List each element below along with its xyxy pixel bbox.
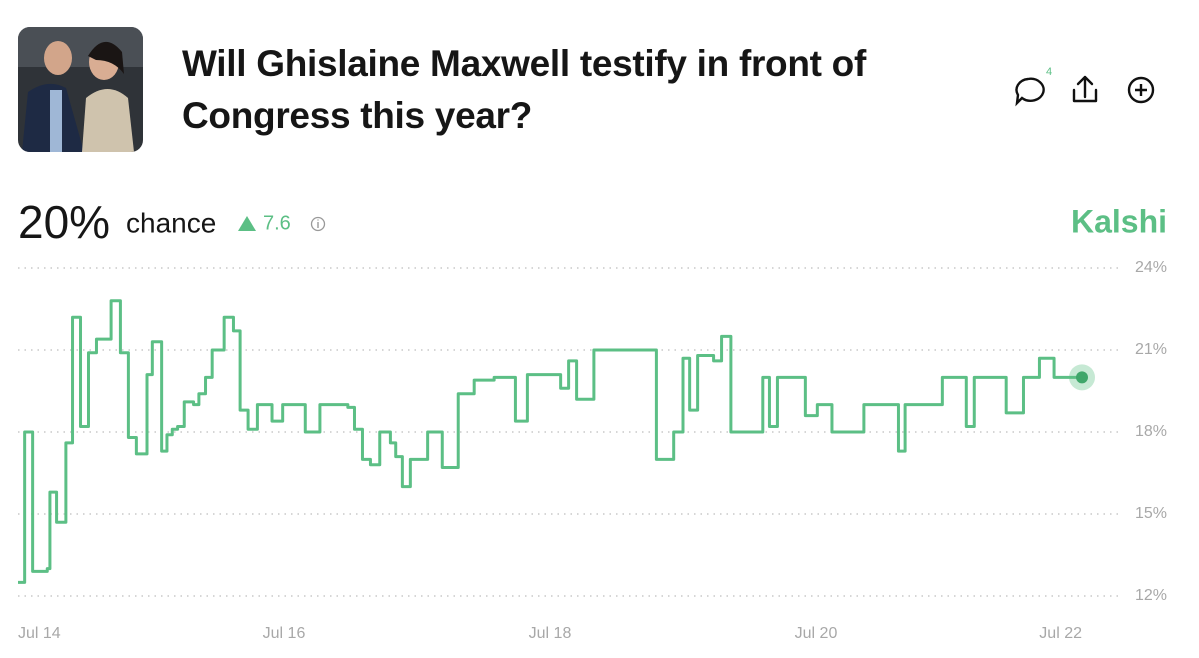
x-tick-label: Jul 18 (529, 625, 572, 642)
add-button[interactable] (1127, 76, 1155, 104)
x-tick-label: Jul 20 (795, 625, 838, 642)
comment-button[interactable] (1015, 77, 1045, 107)
up-arrow (238, 216, 256, 231)
x-tick-label: Jul 16 (263, 625, 306, 642)
market-title: Will Ghislaine Maxwell testify in front … (182, 43, 866, 136)
info-icon[interactable] (310, 216, 326, 232)
share-button[interactable] (1072, 75, 1098, 103)
probability: 20% (18, 196, 110, 248)
probability-label: chance (126, 207, 216, 238)
y-tick-label: 12% (1135, 587, 1167, 604)
market-photo (18, 27, 143, 152)
y-tick-label: 24% (1135, 259, 1167, 276)
comment-count: 4 (1046, 66, 1052, 78)
change: 7.6 (263, 212, 291, 234)
price-line (18, 299, 1082, 584)
x-tick-label: Jul 14 (18, 625, 61, 642)
brand: Kalshi (1071, 203, 1167, 239)
x-tick-label: Jul 22 (1039, 625, 1082, 642)
y-tick-label: 18% (1135, 423, 1167, 440)
y-tick-label: 21% (1135, 341, 1167, 358)
last-point (1076, 371, 1088, 384)
y-tick-label: 15% (1135, 505, 1167, 522)
